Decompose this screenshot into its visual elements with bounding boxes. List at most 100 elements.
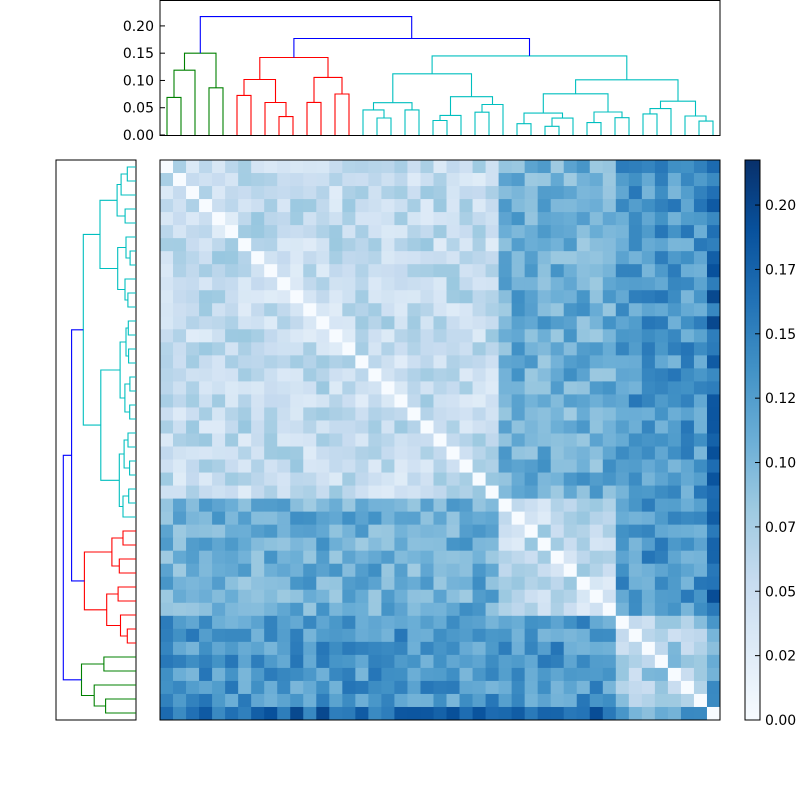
heatmap-cell [628, 511, 643, 526]
heatmap-cell [706, 407, 721, 421]
heatmap-cell [238, 199, 252, 213]
heatmap-cell [498, 316, 513, 330]
heatmap-cell [576, 394, 591, 408]
heatmap-cell [459, 550, 473, 565]
heatmap-cell [446, 654, 460, 669]
heatmap-cell [706, 433, 721, 447]
heatmap-cell [303, 641, 317, 656]
heatmap-cell [186, 511, 200, 526]
heatmap-cell [251, 446, 265, 460]
heatmap-cell [316, 693, 330, 708]
heatmap-cell [290, 303, 304, 317]
heatmap-cell [316, 368, 330, 382]
heatmap-cell [667, 667, 682, 682]
heatmap-cell [433, 628, 447, 643]
heatmap-cell [550, 329, 565, 343]
heatmap-cell [459, 563, 473, 578]
heatmap-cell [355, 615, 369, 630]
heatmap-cell [472, 264, 486, 278]
heatmap-cell [199, 485, 213, 499]
heatmap-cell [186, 446, 200, 460]
heatmap-cell [433, 329, 447, 343]
heatmap-cell [706, 251, 721, 265]
heatmap-cell [420, 602, 434, 617]
heatmap-cell [485, 329, 499, 343]
heatmap-cell [238, 381, 252, 395]
heatmap-cell [706, 706, 721, 721]
heatmap-cell [173, 615, 187, 630]
heatmap-cell [472, 186, 486, 200]
heatmap-cell [693, 706, 708, 721]
heatmap-cell [576, 160, 591, 174]
heatmap-cell [394, 212, 408, 226]
heatmap-cell [563, 706, 578, 721]
heatmap-cell [680, 355, 695, 369]
heatmap-cell [355, 589, 369, 604]
heatmap-cell [212, 628, 226, 643]
heatmap-cell [472, 355, 486, 369]
heatmap-cell [602, 693, 617, 708]
heatmap-cell [316, 186, 330, 200]
heatmap-cell [290, 381, 304, 395]
heatmap-cell [641, 186, 656, 200]
heatmap-cell [316, 355, 330, 369]
heatmap-cell [550, 420, 565, 434]
heatmap-cell [355, 225, 369, 239]
heatmap-cell [576, 524, 591, 539]
heatmap-cell [407, 524, 421, 539]
heatmap-cell [342, 524, 356, 539]
heatmap-cell [368, 251, 382, 265]
heatmap-cell [381, 173, 395, 187]
heatmap-cell [342, 589, 356, 604]
heatmap-cell [641, 342, 656, 356]
heatmap-cell [472, 615, 486, 630]
heatmap-cell [290, 238, 304, 252]
heatmap-cell [433, 342, 447, 356]
heatmap-cell [641, 368, 656, 382]
heatmap-cell [459, 277, 473, 291]
heatmap-cell [667, 576, 682, 591]
left-dendrogram [55, 159, 137, 721]
heatmap-cell [173, 186, 187, 200]
heatmap-cell [290, 615, 304, 630]
heatmap-cell [264, 667, 278, 682]
heatmap-cell [550, 186, 565, 200]
heatmap-cell [524, 303, 539, 317]
heatmap-cell [316, 173, 330, 187]
heatmap-cell [615, 212, 630, 226]
heatmap-cell [537, 641, 552, 656]
heatmap-cell [693, 303, 708, 317]
heatmap-cell [433, 290, 447, 304]
heatmap-cell [667, 511, 682, 526]
heatmap-cell [160, 407, 174, 421]
heatmap-cell [550, 667, 565, 682]
heatmap-cell [693, 277, 708, 291]
heatmap-cell [329, 524, 343, 539]
heatmap-cell [628, 381, 643, 395]
heatmap-cell [277, 589, 291, 604]
heatmap-cell [368, 550, 382, 565]
heatmap-cell [485, 511, 499, 526]
heatmap-cell [472, 303, 486, 317]
heatmap-cell [394, 199, 408, 213]
heatmap-cell [225, 537, 239, 552]
heatmap-cell [238, 628, 252, 643]
heatmap-cell [459, 628, 473, 643]
heatmap-cell [615, 316, 630, 330]
heatmap-cell [706, 654, 721, 669]
heatmap-cell [238, 550, 252, 565]
heatmap-cell [628, 628, 643, 643]
heatmap-cell [615, 537, 630, 552]
heatmap-cell [277, 524, 291, 539]
heatmap-cell [290, 550, 304, 565]
heatmap-cell [394, 537, 408, 552]
heatmap-cell [433, 199, 447, 213]
heatmap-cell [407, 641, 421, 656]
heatmap-cell [329, 472, 343, 486]
heatmap-cell [628, 264, 643, 278]
heatmap-cell [433, 654, 447, 669]
heatmap-cell [706, 316, 721, 330]
heatmap-cell [381, 290, 395, 304]
heatmap-cell [225, 667, 239, 682]
heatmap-cell [173, 264, 187, 278]
